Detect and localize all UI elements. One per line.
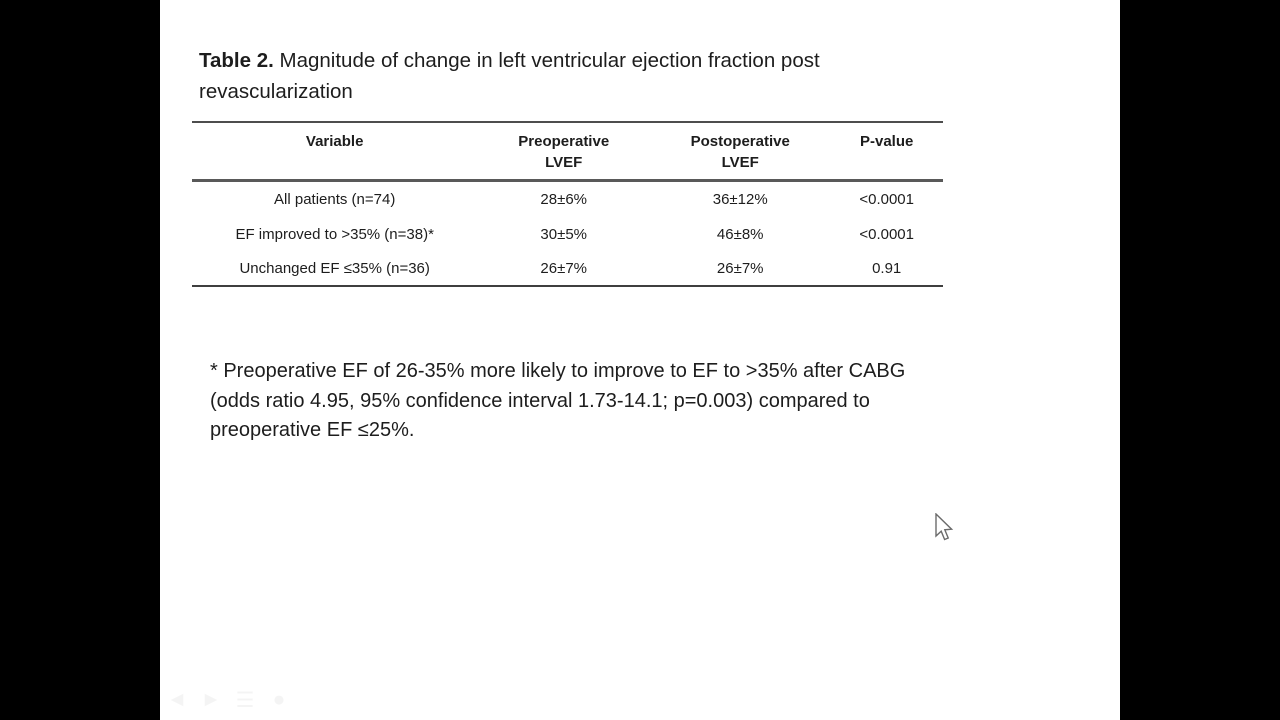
- cell-variable: EF improved to >35% (n=38)*: [235, 225, 434, 243]
- cell-variable: Unchanged EF ≤35% (n=36): [239, 259, 430, 277]
- results-table: Variable Preoperative LVEF Postoperative…: [192, 121, 943, 287]
- cell-pvalue: 0.91: [872, 259, 902, 277]
- table-row: All patients (n=74) 28±6% 36±12% <0.0001: [192, 181, 943, 216]
- slide-menu-icon[interactable]: ☰: [235, 688, 255, 712]
- footnote-line: * Preoperative EF of 26-35% more likely …: [210, 360, 906, 382]
- table-footnote: * Preoperative EF of 26-35% more likely …: [210, 357, 990, 446]
- previous-slide-icon[interactable]: ◄: [166, 688, 188, 711]
- results-table-container: Variable Preoperative LVEF Postoperative…: [192, 121, 943, 287]
- title-text-line2: revascularization: [199, 80, 353, 103]
- letterbox-right: [1120, 0, 1280, 720]
- footnote-line: preoperative EF ≤25%.: [210, 419, 415, 441]
- letterbox-left: [0, 0, 160, 720]
- cell-pvalue: <0.0001: [859, 190, 914, 208]
- col-header-postoperative-lvef: Postoperative LVEF: [650, 122, 831, 182]
- cell-preop-lvef: 26±7%: [540, 259, 588, 277]
- header-label: Preoperative: [518, 133, 610, 150]
- slide-title: Table 2. Magnitude of change in left ven…: [199, 45, 969, 107]
- header-label: Postoperative: [690, 133, 790, 150]
- cell-variable: All patients (n=74): [274, 190, 396, 208]
- cell-postop-lvef: 36±12%: [712, 190, 768, 208]
- col-header-variable: Variable: [192, 122, 478, 182]
- col-header-preoperative-lvef: Preoperative LVEF: [477, 122, 651, 182]
- zoom-tool-icon[interactable]: ●: [272, 688, 286, 711]
- next-slide-icon[interactable]: ►: [200, 688, 222, 711]
- header-row: Variable Preoperative LVEF Postoperative…: [192, 122, 943, 182]
- table-row: EF improved to >35% (n=38)* 30±5% 46±8% …: [192, 216, 943, 251]
- table-row: Unchanged EF ≤35% (n=36) 26±7% 26±7% 0.9…: [192, 251, 943, 286]
- header-sublabel: LVEF: [721, 154, 759, 171]
- cell-pvalue: <0.0001: [859, 225, 914, 243]
- cell-postop-lvef: 26±7%: [716, 259, 764, 277]
- cell-preop-lvef: 28±6%: [540, 190, 588, 208]
- header-label: Variable: [305, 133, 364, 150]
- cell-preop-lvef: 30±5%: [540, 225, 588, 243]
- footnote-line: (odds ratio 4.95, 95% confidence interva…: [210, 389, 870, 412]
- presentation-slide: Table 2. Magnitude of change in left ven…: [160, 0, 1120, 720]
- cell-postop-lvef: 46±8%: [716, 225, 764, 243]
- title-text-line1: Magnitude of change in left ventricular …: [273, 49, 820, 72]
- table-number-label: Table 2.: [199, 49, 274, 72]
- presentation-ghost-controls: ◄ ► ☰ ●: [166, 688, 290, 712]
- header-label: P-value: [859, 133, 914, 150]
- col-header-pvalue: P-value: [830, 122, 943, 182]
- header-sublabel: LVEF: [545, 154, 583, 171]
